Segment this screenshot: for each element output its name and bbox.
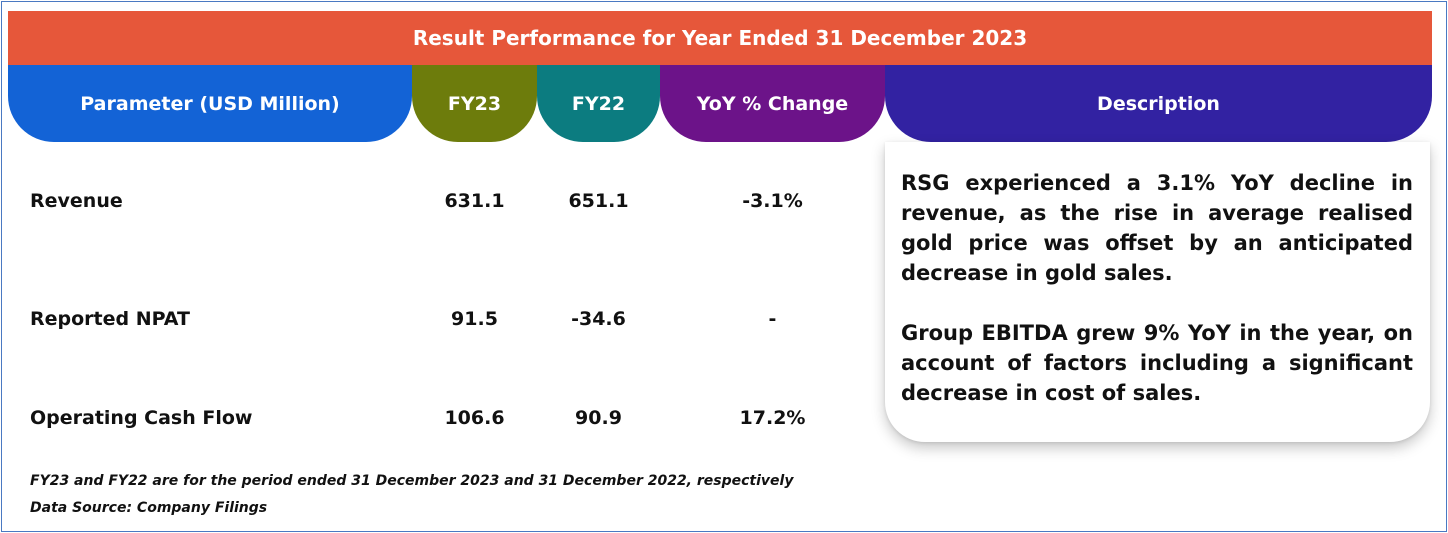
data-source-footnote: Data Source: Company Filings — [30, 500, 268, 516]
row-label-revenue: Revenue — [30, 190, 123, 212]
description-card: RSG experienced a 3.1% YoY decline in re… — [885, 142, 1430, 442]
header-description: Description — [885, 65, 1432, 142]
row-label-npat: Reported NPAT — [30, 308, 190, 330]
page-title: Result Performance for Year Ended 31 Dec… — [8, 11, 1432, 65]
revenue-fy23-value: 631.1 — [444, 190, 505, 212]
header-fy23: FY23 — [412, 65, 537, 142]
npat-fy23-value: 91.5 — [451, 308, 498, 330]
row-label-operating-cash-flow: Operating Cash Flow — [30, 407, 253, 429]
description-paragraph-2: Group EBITDA grew 9% YoY in the year, on… — [901, 321, 1413, 405]
ocf-fy22-value: 90.9 — [575, 407, 622, 429]
npat-yoy-value: - — [768, 308, 777, 330]
header-yoy-change: YoY % Change — [660, 65, 885, 142]
ocf-fy23-value: 106.6 — [444, 407, 505, 429]
ocf-yoy-value: 17.2% — [739, 407, 806, 429]
header-parameter: Parameter (USD Million) — [8, 65, 412, 142]
revenue-fy22-value: 651.1 — [568, 190, 629, 212]
npat-fy22-value: -34.6 — [571, 308, 626, 330]
description-paragraph-1: RSG experienced a 3.1% YoY decline in re… — [901, 171, 1413, 285]
period-footnote: FY23 and FY22 are for the period ended 3… — [30, 473, 794, 489]
header-fy22: FY22 — [537, 65, 660, 142]
revenue-yoy-value: -3.1% — [742, 190, 803, 212]
